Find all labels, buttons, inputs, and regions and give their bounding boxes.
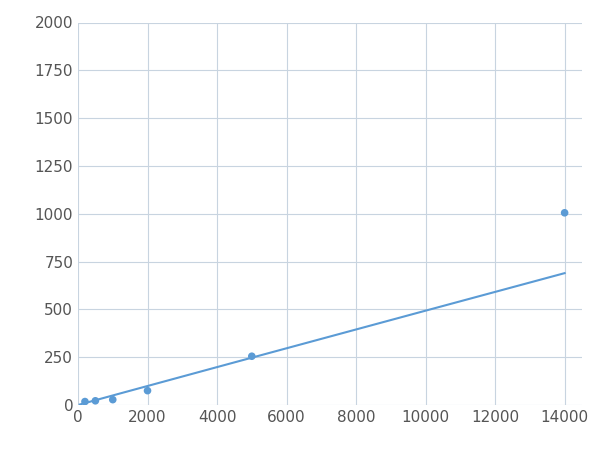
Point <box>247 353 257 360</box>
Point <box>80 398 90 405</box>
Point <box>91 397 100 405</box>
Point <box>108 396 118 403</box>
Point <box>560 209 569 216</box>
Point <box>143 387 152 394</box>
